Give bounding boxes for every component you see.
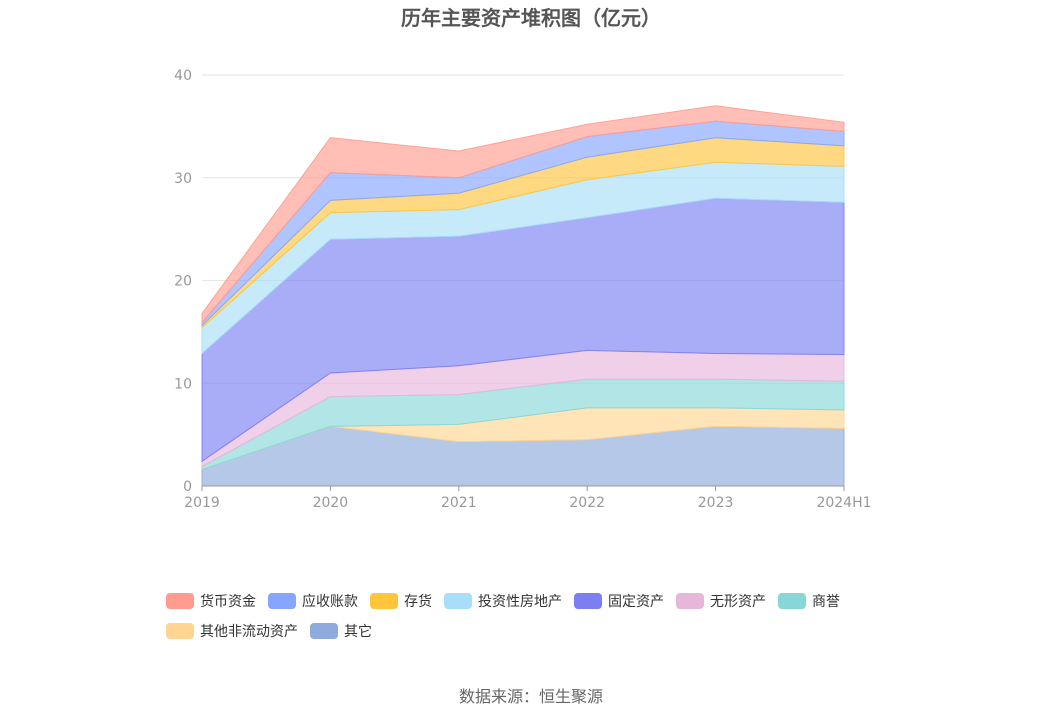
legend-swatch xyxy=(676,593,704,609)
legend-item[interactable]: 无形资产 xyxy=(676,590,766,612)
legend-label: 应收账款 xyxy=(302,594,358,610)
legend-item[interactable]: 存货 xyxy=(370,590,432,612)
legend-item[interactable]: 应收账款 xyxy=(268,590,358,612)
legend-label: 其它 xyxy=(344,624,372,640)
legend-item[interactable]: 投资性房地产 xyxy=(444,590,562,612)
legend-label: 存货 xyxy=(404,594,432,610)
x-tick-label: 2019 xyxy=(184,495,220,511)
x-tick-label: 2023 xyxy=(698,495,734,511)
legend-label: 其他非流动资产 xyxy=(200,624,298,640)
legend-swatch xyxy=(574,593,602,609)
stacked-area-chart: 0 10 20 30 40 2019 2020 2021 2022 2023 2024H1 xyxy=(174,68,871,511)
y-tick-label: 30 xyxy=(174,171,192,187)
legend-item[interactable]: 货币资金 xyxy=(166,590,256,612)
legend-label: 货币资金 xyxy=(200,594,256,610)
legend-label: 固定资产 xyxy=(608,594,664,610)
y-tick-label: 20 xyxy=(174,274,192,290)
legend-item[interactable]: 其他非流动资产 xyxy=(166,620,298,642)
area-series[interactable] xyxy=(201,105,845,324)
legend-label: 无形资产 xyxy=(710,594,766,610)
legend-item[interactable]: 其它 xyxy=(310,620,372,642)
x-tick-label: 2024H1 xyxy=(816,495,871,511)
x-tick-label: 2021 xyxy=(441,495,477,511)
legend-label: 商誉 xyxy=(812,594,840,610)
chart-title: 历年主要资产堆积图（亿元） xyxy=(401,6,661,30)
x-tick-label: 2020 xyxy=(313,495,349,511)
y-tick-label: 10 xyxy=(174,376,192,392)
legend-item[interactable]: 商誉 xyxy=(778,590,840,612)
legend-swatch xyxy=(444,593,472,609)
legend-swatch xyxy=(166,623,194,639)
legend-swatch xyxy=(370,593,398,609)
legend-swatch xyxy=(310,623,338,639)
x-tick-label: 2022 xyxy=(569,495,605,511)
legend-swatch xyxy=(268,593,296,609)
legend-swatch xyxy=(166,593,194,609)
legend-swatch xyxy=(778,593,806,609)
legend-item[interactable]: 固定资产 xyxy=(574,590,664,612)
source-note: 数据来源：恒生聚源 xyxy=(458,687,603,706)
y-tick-label: 40 xyxy=(174,68,192,84)
area-layer xyxy=(201,105,845,487)
y-tick-label: 0 xyxy=(183,479,192,495)
axis-layer: 0 10 20 30 40 2019 2020 2021 2022 2023 2024H1 xyxy=(174,68,871,511)
legend: 货币资金 应收账款 存货 投资性房地产 固定资产 无形资产 商誉其他非流动资产 其它 xyxy=(166,590,926,650)
legend-label: 投资性房地产 xyxy=(478,594,562,610)
